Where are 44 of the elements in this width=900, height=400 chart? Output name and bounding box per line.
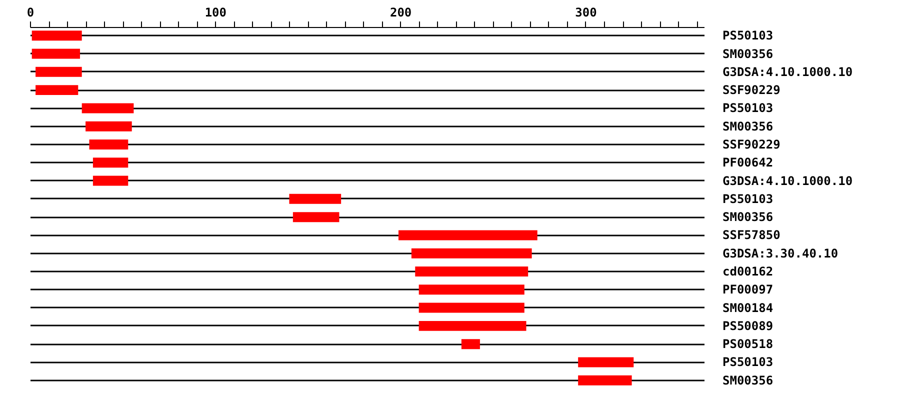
y-tick-label: cd00162: [722, 264, 774, 279]
bar: [418, 302, 524, 313]
y-tick-label: G3DSA:4.10.1000.10: [722, 64, 853, 79]
bar: [289, 194, 342, 204]
x-tick-label: 100: [204, 6, 227, 20]
bar: [578, 375, 632, 386]
y-tick-label: SM00356: [722, 119, 774, 134]
bar: [32, 30, 82, 41]
bar: [89, 140, 128, 150]
y-tick-label: PS50089: [722, 318, 774, 333]
y-tick-label: SSF90229: [722, 137, 780, 152]
y-tick-label: PF00097: [722, 282, 774, 297]
y-tick-label: PS00518: [722, 337, 774, 352]
y-tick-label: PS50103: [722, 192, 774, 206]
y-tick-label: SM00356: [722, 210, 774, 224]
bar: [418, 284, 524, 295]
y-tick-label: SSF90229: [722, 83, 780, 98]
bar: [32, 48, 80, 59]
y-tick-label: G3DSA:4.10.1000.10: [722, 174, 853, 188]
x-tick-label: 0: [26, 6, 34, 20]
bar: [92, 158, 128, 168]
x-tick-label: 200: [390, 6, 412, 20]
y-tick-label: PS50103: [722, 28, 774, 43]
bar: [292, 212, 340, 222]
bar: [92, 176, 128, 186]
bar: [415, 266, 528, 276]
y-tick-label: PF00642: [722, 156, 774, 170]
bar: [461, 339, 480, 350]
bar: [36, 85, 78, 96]
y-tick-label: SSF57850: [722, 228, 780, 242]
bar: [418, 320, 526, 331]
bar: [36, 66, 82, 77]
bar: [86, 121, 132, 132]
y-tick-label: SM00356: [722, 46, 774, 61]
bar: [398, 230, 538, 240]
y-tick-label: SM00356: [722, 373, 774, 388]
bar: [578, 357, 634, 368]
y-tick-label: G3DSA:3.30.40.10: [722, 246, 838, 260]
y-tick-label: PS50103: [722, 355, 774, 370]
y-tick-label: PS50103: [722, 101, 774, 116]
bar: [411, 248, 532, 258]
bar: [82, 103, 134, 114]
x-tick-label: 300: [575, 6, 597, 20]
y-tick-label: SM00184: [722, 300, 774, 315]
